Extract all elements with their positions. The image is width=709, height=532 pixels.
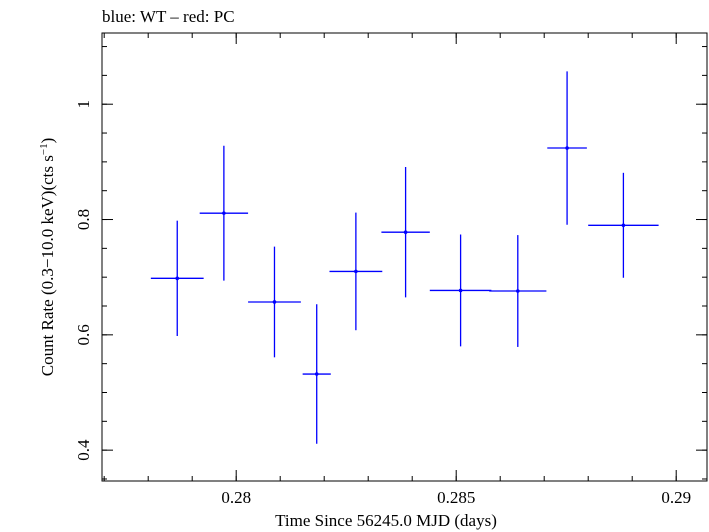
x-tick-label: 0.28 — [221, 488, 251, 507]
y-axis-label-sup: −1 — [38, 143, 50, 155]
data-point — [248, 246, 301, 358]
y-axis-label-main: Count Rate (0.3−10.0 keV)(cts s — [38, 155, 57, 376]
data-points — [150, 71, 659, 444]
point-marker — [403, 230, 408, 235]
point-marker — [621, 223, 626, 228]
point-marker — [314, 372, 319, 376]
point-marker — [458, 288, 463, 293]
data-point — [588, 172, 659, 278]
data-point — [199, 145, 249, 281]
data-point — [150, 220, 204, 336]
y-tick-label: 1 — [74, 100, 93, 109]
axis-ticks — [102, 33, 707, 481]
data-point — [429, 234, 492, 347]
plot-frame — [101, 32, 708, 482]
data-point — [547, 71, 587, 225]
y-tick-label: 0.6 — [74, 324, 93, 345]
y-axis-label: Count Rate (0.3−10.0 keV)(cts s−1) — [38, 138, 57, 377]
x-axis-label: Time Since 56245.0 MJD (days) — [275, 511, 497, 530]
x-tick-label: 0.29 — [661, 488, 691, 507]
x-tick-label: 0.285 — [437, 488, 475, 507]
point-marker — [272, 300, 277, 304]
data-point — [489, 235, 547, 347]
y-axis-label-end: ) — [38, 138, 57, 144]
y-tick-label: 0.8 — [74, 209, 93, 230]
point-marker — [354, 269, 358, 274]
data-point — [329, 212, 383, 331]
axis-tick-labels: 0.28 0.285 0.29 0.4 0.6 0.8 1 — [74, 100, 691, 507]
point-marker — [565, 146, 569, 150]
y-tick-label: 0.4 — [74, 439, 93, 461]
point-marker — [516, 289, 520, 293]
chart-title: blue: WT – red: PC — [102, 7, 235, 26]
data-point — [381, 167, 430, 298]
point-marker — [175, 276, 180, 281]
data-point — [302, 304, 331, 444]
point-marker — [222, 211, 226, 215]
